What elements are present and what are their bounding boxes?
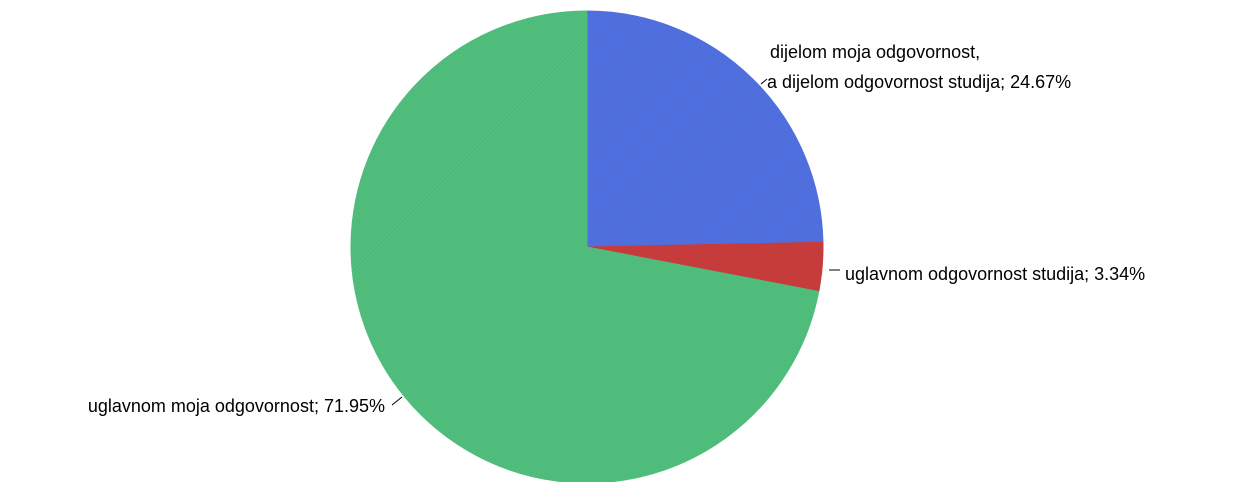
leader-line <box>760 78 768 85</box>
slice-label-dijelom-moja-odgovornost-a-dijelom-odgovornost-studija: dijelom moja odgovornost, a dijelom odgo… <box>760 42 1071 92</box>
pie-slice-texture <box>587 11 823 247</box>
leader-line <box>391 396 403 406</box>
slice-label-text: uglavnom moja odgovornost; 71.95% <box>88 396 385 416</box>
slice-label-text: a dijelom odgovornost studija; 24.67% <box>767 72 1071 92</box>
labels-layer: dijelom moja odgovornost, a dijelom odgo… <box>88 42 1145 416</box>
slices-layer <box>350 10 824 484</box>
pie-slice-texture <box>587 242 823 292</box>
slice-label-text: uglavnom odgovornost studija; 3.34% <box>845 264 1145 284</box>
slice-label-text: dijelom moja odgovornost, <box>770 42 980 62</box>
slice-label-uglavnom-odgovornost-studija: uglavnom odgovornost studija; 3.34% <box>829 264 1145 284</box>
pie-slice-texture <box>350 11 819 483</box>
slice-label-uglavnom-moja-odgovornost: uglavnom moja odgovornost; 71.95% <box>88 396 403 416</box>
